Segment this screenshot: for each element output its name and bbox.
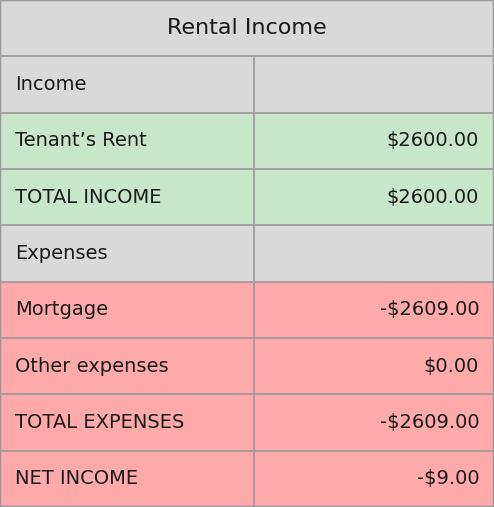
- Bar: [254, 225, 494, 282]
- Text: NET INCOME: NET INCOME: [15, 469, 138, 488]
- Bar: [254, 113, 494, 169]
- Bar: [254, 451, 494, 507]
- Bar: [254, 169, 494, 225]
- Bar: [0, 451, 254, 507]
- Bar: [254, 282, 494, 338]
- Text: $2600.00: $2600.00: [387, 131, 479, 151]
- Text: -$2609.00: -$2609.00: [379, 300, 479, 319]
- Bar: [0, 56, 254, 113]
- Text: Other expenses: Other expenses: [15, 356, 168, 376]
- Bar: [0, 225, 254, 282]
- Text: $0.00: $0.00: [424, 356, 479, 376]
- Text: Tenant’s Rent: Tenant’s Rent: [15, 131, 147, 151]
- Text: TOTAL EXPENSES: TOTAL EXPENSES: [15, 413, 184, 432]
- Text: Rental Income: Rental Income: [167, 18, 327, 38]
- Bar: [0, 113, 254, 169]
- Bar: [0, 0, 494, 56]
- Text: Mortgage: Mortgage: [15, 300, 108, 319]
- Text: Income: Income: [15, 75, 86, 94]
- Text: $2600.00: $2600.00: [387, 188, 479, 207]
- Bar: [0, 394, 254, 451]
- Bar: [0, 338, 254, 394]
- Text: -$9.00: -$9.00: [416, 469, 479, 488]
- Text: TOTAL INCOME: TOTAL INCOME: [15, 188, 162, 207]
- Bar: [0, 169, 254, 225]
- Bar: [254, 338, 494, 394]
- Bar: [0, 282, 254, 338]
- Bar: [254, 56, 494, 113]
- Bar: [254, 394, 494, 451]
- Text: Expenses: Expenses: [15, 244, 107, 263]
- Text: -$2609.00: -$2609.00: [379, 413, 479, 432]
